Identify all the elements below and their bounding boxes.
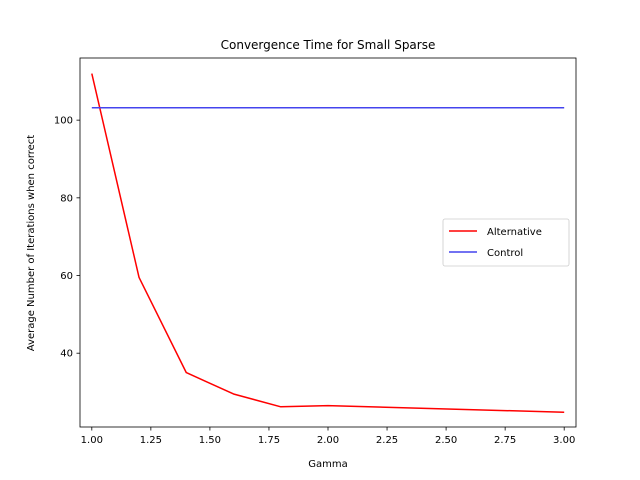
x-tick-label: 2.75 [494,435,516,446]
x-tick-label: 1.50 [199,435,221,446]
y-tick-label: 60 [60,271,73,282]
x-tick-label: 1.25 [140,435,162,446]
legend-label-alternative: Alternative [487,227,542,238]
x-tick-label: 3.00 [553,435,575,446]
plot-area: 1.00 1.25 1.50 1.75 2.00 2.25 2.50 2.75 3.00 40 60… [54,57,577,446]
y-tick-label: 100 [54,116,73,127]
y-axis-title: Average Number of Iterations when correc… [26,135,37,351]
chart-title: Convergence Time for Small Sparse [221,38,436,52]
series-line-alternative [91,73,565,413]
legend-label-control: Control [487,248,523,259]
x-tick-label: 1.00 [81,435,103,446]
x-tick-label: 2.50 [435,435,457,446]
y-tick-label: 80 [60,193,73,204]
y-tick-label: 40 [60,349,73,360]
x-tick-label: 2.25 [376,435,398,446]
x-tick-label: 2.00 [317,435,339,446]
legend: Alternative Control [442,218,570,267]
x-tick-label: 1.75 [258,435,280,446]
x-axis-title: Gamma [308,459,348,470]
